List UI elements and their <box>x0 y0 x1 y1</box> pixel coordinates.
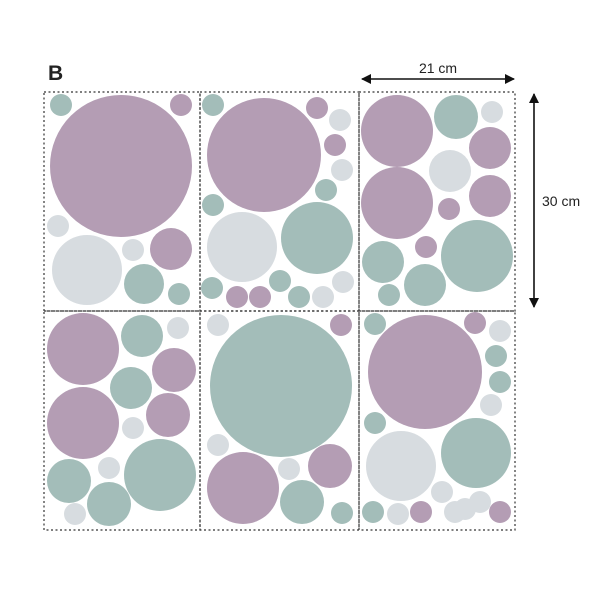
sheet-top-right <box>358 91 516 312</box>
teal-dot <box>202 194 224 216</box>
teal-dot <box>441 418 511 488</box>
grey-dot <box>481 101 503 123</box>
purple-dot <box>368 315 482 429</box>
purple-dot <box>415 236 437 258</box>
purple-dot <box>469 175 511 217</box>
teal-dot <box>485 345 507 367</box>
sheet-bottom-left <box>43 310 201 531</box>
grey-dot <box>207 212 277 282</box>
teal-dot <box>378 284 400 306</box>
purple-dot <box>50 95 192 237</box>
grey-dot <box>52 235 122 305</box>
grey-dot <box>98 457 120 479</box>
teal-dot <box>87 482 131 526</box>
width-label: 21 cm <box>419 60 457 76</box>
grey-dot <box>366 431 436 501</box>
teal-dot <box>489 371 511 393</box>
purple-dot <box>361 167 433 239</box>
grey-dot <box>444 501 466 523</box>
grey-dot <box>429 150 471 192</box>
sheet-top-left <box>43 91 201 312</box>
grey-dot <box>207 314 229 336</box>
grey-dot <box>278 458 300 480</box>
teal-dot <box>124 439 196 511</box>
height-dimension: 30 cm <box>529 93 580 308</box>
grey-dot <box>312 286 334 308</box>
teal-dot <box>210 315 352 457</box>
grey-dot <box>207 434 229 456</box>
teal-dot <box>110 367 152 409</box>
purple-dot <box>47 313 119 385</box>
purple-dot <box>308 444 352 488</box>
purple-dot <box>207 98 321 212</box>
grey-dot <box>431 481 453 503</box>
purple-dot <box>47 387 119 459</box>
purple-dot <box>146 393 190 437</box>
teal-dot <box>404 264 446 306</box>
dots <box>47 94 513 526</box>
purple-dot <box>438 198 460 220</box>
purple-dot <box>226 286 248 308</box>
teal-dot <box>50 94 72 116</box>
purple-dot <box>464 312 486 334</box>
grey-dot <box>329 109 351 131</box>
grey-dot <box>387 503 409 525</box>
grey-dot <box>122 417 144 439</box>
grey-dot <box>167 317 189 339</box>
teal-dot <box>47 459 91 503</box>
grey-dot <box>332 271 354 293</box>
purple-dot <box>152 348 196 392</box>
sheet-bottom-right <box>358 310 516 531</box>
height-label: 30 cm <box>542 193 580 209</box>
teal-dot <box>331 502 353 524</box>
purple-dot <box>306 97 328 119</box>
purple-dot <box>207 452 279 524</box>
teal-dot <box>168 283 190 305</box>
teal-dot <box>280 480 324 524</box>
purple-dot <box>469 127 511 169</box>
grey-dot <box>331 159 353 181</box>
width-dimension: 21 cm <box>361 60 515 84</box>
purple-dot <box>249 286 271 308</box>
teal-dot <box>364 313 386 335</box>
teal-dot <box>281 202 353 274</box>
purple-dot <box>330 314 352 336</box>
teal-dot <box>315 179 337 201</box>
purple-dot <box>150 228 192 270</box>
teal-dot <box>288 286 310 308</box>
panel-label: B <box>48 62 63 85</box>
purple-dot <box>410 501 432 523</box>
teal-dot <box>201 277 223 299</box>
grey-dot <box>469 491 491 513</box>
teal-dot <box>364 412 386 434</box>
purple-dot <box>361 95 433 167</box>
teal-dot <box>202 94 224 116</box>
teal-dot <box>362 241 404 283</box>
purple-dot <box>170 94 192 116</box>
grey-dot <box>64 503 86 525</box>
grey-dot <box>489 320 511 342</box>
grey-dot <box>122 239 144 261</box>
purple-dot <box>324 134 346 156</box>
teal-dot <box>121 315 163 357</box>
teal-dot <box>441 220 513 292</box>
teal-dot <box>362 501 384 523</box>
sheets <box>43 91 516 531</box>
teal-dot <box>269 270 291 292</box>
teal-dot <box>434 95 478 139</box>
grey-dot <box>47 215 69 237</box>
grey-dot <box>480 394 502 416</box>
teal-dot <box>124 264 164 304</box>
purple-dot <box>489 501 511 523</box>
